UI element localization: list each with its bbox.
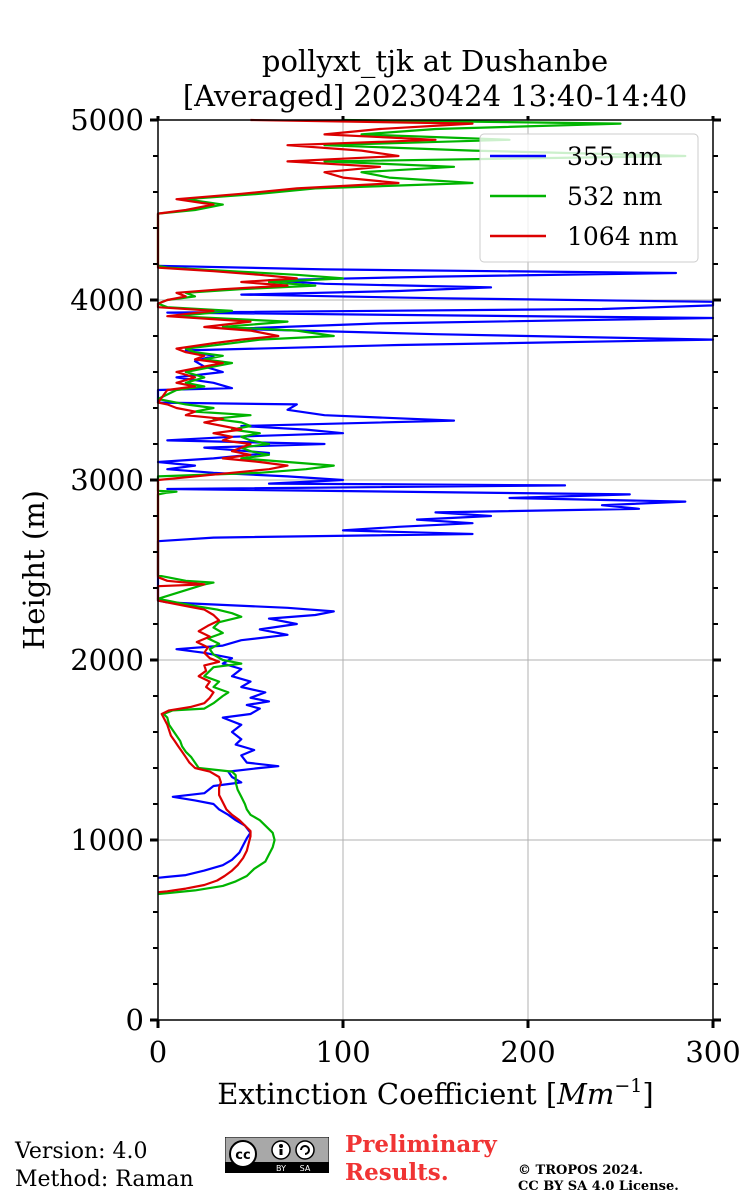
cc-mark-text: cc <box>235 1148 250 1163</box>
series-line-1064-nm <box>156 118 474 894</box>
version-text: Version: 4.0 <box>15 1139 148 1164</box>
y-axis-label: Height (m) <box>17 490 51 650</box>
legend-label: 1064 nm <box>567 222 679 251</box>
copyright-line-1: © TROPOS 2024. <box>518 1163 644 1178</box>
preliminary-results-text: Preliminary Results. <box>345 1131 497 1187</box>
method-text: Method: Raman <box>15 1167 194 1192</box>
cc-icon <box>229 1140 257 1168</box>
y-tick-label: 4000 <box>70 283 144 317</box>
copyright-line-2: CC BY SA 4.0 License. <box>518 1179 679 1194</box>
copyright-text: © TROPOS 2024. CC BY SA 4.0 License. <box>518 1163 679 1195</box>
x-axis-label: Extinction Coefficient [Mm−1] <box>217 1075 653 1111</box>
x-axis-label-unit: Mm <box>556 1077 614 1111</box>
x-axis-label-exponent: −1 <box>614 1075 642 1097</box>
sa-icon <box>295 1140 315 1160</box>
x-tick-label: 100 <box>315 1035 370 1069</box>
plot-frame <box>157 119 714 1021</box>
y-tick-label: 1000 <box>70 823 144 857</box>
series-line-532-nm <box>156 118 687 896</box>
x-axis-label-close: ] <box>642 1077 653 1111</box>
x-axis-label-text: Extinction Coefficient [ <box>217 1077 557 1111</box>
x-tick-label: 300 <box>685 1035 740 1069</box>
x-tick-label: 0 <box>149 1035 167 1069</box>
legend: 355 nm 532 nm 1064 nm <box>479 133 699 263</box>
preliminary-line-1: Preliminary <box>345 1131 497 1158</box>
y-tick-label: 2000 <box>70 643 144 677</box>
legend-box <box>479 133 699 263</box>
x-tick-label: 200 <box>500 1035 555 1069</box>
legend-label: 355 nm <box>567 142 663 171</box>
series-group <box>156 118 715 896</box>
y-tick-label: 0 <box>126 1003 144 1037</box>
cc-license-badge: cc BY SA <box>225 1137 329 1173</box>
axis-ticks <box>150 116 721 1028</box>
preliminary-line-2: Results. <box>345 1159 449 1186</box>
chart-subtitle: [Averaged] 20230424 13:40-14:40 <box>183 79 687 113</box>
chart-title: pollyxt_tjk at Dushanbe <box>262 44 608 79</box>
y-tick-label: 5000 <box>70 103 144 137</box>
cc-by-label: BY <box>276 1164 286 1173</box>
legend-label: 532 nm <box>567 182 663 211</box>
cc-sa-label: SA <box>300 1164 311 1173</box>
series-line-355-nm <box>156 264 715 879</box>
y-tick-label: 3000 <box>70 463 144 497</box>
